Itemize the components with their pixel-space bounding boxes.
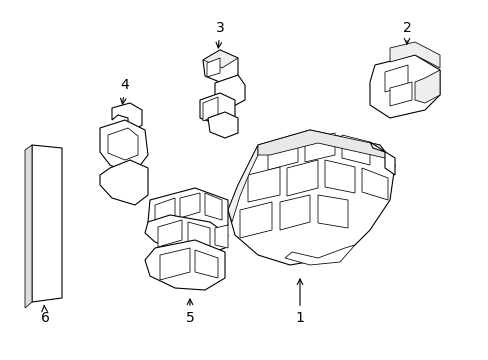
Polygon shape xyxy=(145,215,227,255)
Polygon shape xyxy=(227,145,258,222)
Polygon shape xyxy=(32,145,62,302)
Polygon shape xyxy=(258,130,394,165)
Polygon shape xyxy=(325,160,354,193)
Polygon shape xyxy=(280,195,309,230)
Text: 4: 4 xyxy=(120,78,129,104)
Polygon shape xyxy=(414,70,439,103)
Polygon shape xyxy=(195,250,218,278)
Polygon shape xyxy=(207,112,238,138)
Text: 6: 6 xyxy=(41,305,49,325)
Polygon shape xyxy=(361,168,387,200)
Text: 5: 5 xyxy=(185,299,194,325)
Text: 2: 2 xyxy=(402,21,410,44)
Polygon shape xyxy=(206,58,220,77)
Polygon shape xyxy=(203,50,238,83)
Polygon shape xyxy=(389,82,411,106)
Polygon shape xyxy=(305,133,334,162)
Polygon shape xyxy=(204,193,222,220)
Polygon shape xyxy=(148,188,227,240)
Polygon shape xyxy=(317,195,347,228)
Polygon shape xyxy=(384,65,407,92)
Polygon shape xyxy=(187,222,209,248)
Polygon shape xyxy=(341,135,369,165)
Polygon shape xyxy=(112,103,142,130)
Polygon shape xyxy=(108,128,138,160)
Polygon shape xyxy=(200,93,235,125)
Polygon shape xyxy=(286,160,317,196)
Polygon shape xyxy=(227,130,394,265)
Polygon shape xyxy=(215,75,244,108)
Polygon shape xyxy=(203,97,218,121)
Polygon shape xyxy=(240,202,271,238)
Polygon shape xyxy=(203,50,238,68)
Polygon shape xyxy=(145,240,224,290)
Polygon shape xyxy=(100,160,148,205)
Text: 3: 3 xyxy=(215,21,224,48)
Polygon shape xyxy=(100,120,148,172)
Text: 1: 1 xyxy=(295,279,304,325)
Polygon shape xyxy=(160,248,190,280)
Polygon shape xyxy=(285,245,354,265)
Polygon shape xyxy=(267,140,297,170)
Polygon shape xyxy=(247,167,280,202)
Polygon shape xyxy=(389,42,439,68)
Polygon shape xyxy=(158,220,182,247)
Polygon shape xyxy=(25,145,32,308)
Polygon shape xyxy=(369,55,439,118)
Polygon shape xyxy=(215,225,227,248)
Polygon shape xyxy=(180,193,200,218)
Polygon shape xyxy=(155,198,175,225)
Polygon shape xyxy=(369,142,394,175)
